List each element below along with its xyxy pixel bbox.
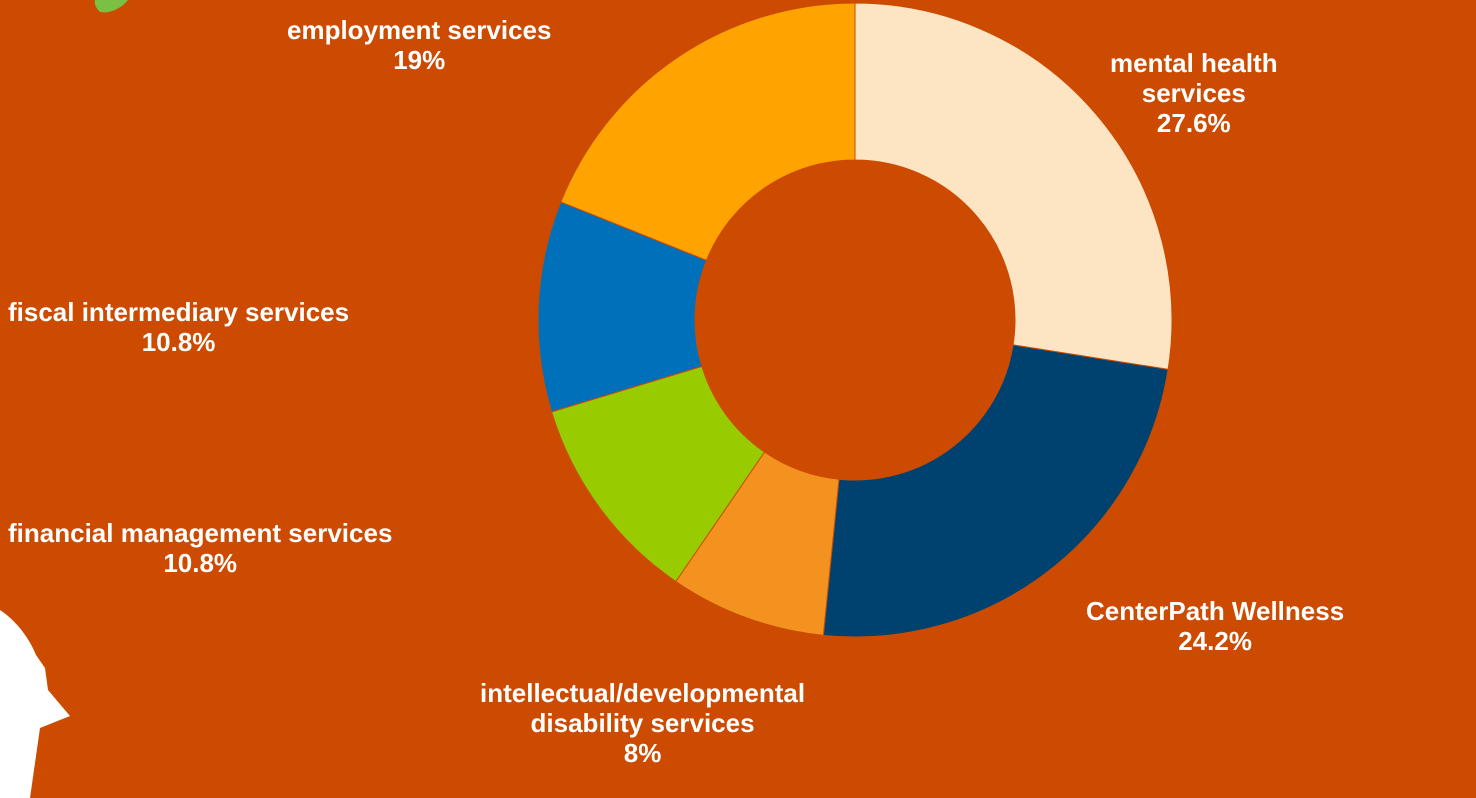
label-employment-services: employment services 19% bbox=[287, 15, 551, 75]
slice-employment-services bbox=[560, 2, 856, 262]
label-financial-management-services: financial management services 10.8% bbox=[8, 518, 392, 578]
white-silhouette-decoration bbox=[0, 610, 70, 798]
slice-value: 10.8% bbox=[141, 327, 216, 357]
slice-value: 19% bbox=[393, 45, 446, 75]
label-fiscal-intermediary-services: fiscal intermediary services 10.8% bbox=[8, 297, 349, 357]
label-intellectual-developmental-disability-services: intellectual/developmental disability se… bbox=[480, 678, 805, 768]
label-centerpath-wellness: CenterPath Wellness 24.2% bbox=[1086, 596, 1344, 656]
slice-value: 27.6% bbox=[1156, 108, 1231, 138]
slice-name-line: disability services bbox=[530, 708, 755, 738]
slice-value: 24.2% bbox=[1178, 626, 1252, 656]
slice-name-line: fiscal intermediary services bbox=[8, 297, 350, 327]
slice-value: 10.8% bbox=[163, 548, 238, 578]
slice-name-line: CenterPath Wellness bbox=[1086, 596, 1345, 626]
slice-mental-health-services bbox=[854, 2, 1173, 370]
slice-name-line: mental health bbox=[1110, 48, 1278, 78]
label-mental-health-services: mental health services 27.6% bbox=[1110, 48, 1278, 138]
slice-name-line: services bbox=[1141, 78, 1246, 108]
slice-name-line: financial management services bbox=[8, 518, 393, 548]
slice-value: 8% bbox=[623, 738, 662, 768]
slice-centerpath-wellness bbox=[822, 344, 1169, 638]
slice-name-line: intellectual/developmental bbox=[480, 678, 806, 708]
slice-name-line: employment services bbox=[287, 15, 552, 45]
green-leaf-decoration bbox=[94, 0, 128, 13]
